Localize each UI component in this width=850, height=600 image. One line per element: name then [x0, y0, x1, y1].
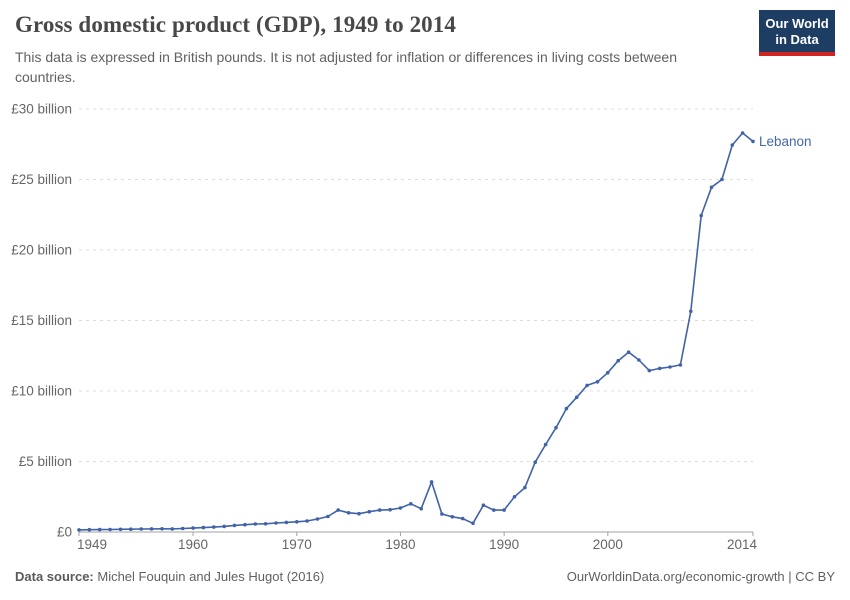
data-point-1978[interactable] — [377, 508, 382, 512]
y-axis-label: £0 — [57, 525, 72, 540]
data-point-1952[interactable] — [108, 527, 112, 532]
data-point-2001[interactable] — [616, 358, 620, 363]
data-point-1994[interactable] — [543, 442, 548, 447]
data-point-1993[interactable] — [533, 460, 537, 465]
data-point-2003[interactable] — [637, 358, 641, 362]
x-axis-label: 1949 — [77, 537, 107, 552]
y-axis-label: £10 billion — [11, 384, 72, 399]
data-point-2013[interactable] — [740, 131, 745, 135]
x-axis-label: 1960 — [178, 537, 208, 552]
data-point-2005[interactable] — [657, 366, 662, 371]
data-point-1988[interactable] — [481, 503, 486, 508]
data-point-2011[interactable] — [720, 177, 724, 182]
data-point-1971[interactable] — [305, 519, 309, 523]
data-point-2012[interactable] — [730, 143, 735, 147]
data-point-1996[interactable] — [564, 406, 569, 411]
data-point-1962[interactable] — [212, 525, 216, 529]
data-point-1980[interactable] — [398, 506, 403, 510]
data-point-1953[interactable] — [118, 527, 123, 532]
data-point-1992[interactable] — [523, 485, 527, 490]
data-point-1954[interactable] — [129, 527, 133, 531]
data-point-1968[interactable] — [274, 521, 278, 525]
data-point-1981[interactable] — [409, 502, 413, 506]
logo-line-1: Our World — [765, 16, 829, 31]
data-point-2014[interactable] — [751, 139, 755, 144]
footer: Data source: Michel Fouquin and Jules Hu… — [15, 569, 835, 584]
data-point-2000[interactable] — [606, 370, 610, 375]
data-point-1965[interactable] — [243, 522, 247, 527]
data-source-label: Data source: — [15, 569, 94, 584]
data-point-1964[interactable] — [232, 523, 237, 528]
data-point-2010[interactable] — [709, 185, 714, 190]
data-point-1984[interactable] — [440, 512, 444, 516]
data-point-1995[interactable] — [554, 425, 558, 430]
data-point-1972[interactable] — [315, 517, 320, 521]
data-point-1955[interactable] — [139, 527, 143, 531]
x-axis-label: 2014 — [727, 537, 758, 552]
data-point-1957[interactable] — [160, 527, 164, 531]
data-point-1963[interactable] — [222, 524, 226, 529]
data-point-1950[interactable] — [87, 527, 92, 532]
data-point-1973[interactable] — [326, 514, 330, 519]
data-point-1976[interactable] — [357, 511, 361, 516]
data-point-1987[interactable] — [471, 521, 475, 526]
data-point-1977[interactable] — [367, 509, 372, 514]
data-point-1970[interactable] — [295, 520, 299, 524]
data-point-1983[interactable] — [429, 480, 434, 484]
y-axis-label: £30 billion — [11, 102, 72, 117]
page-title: Gross domestic product (GDP), 1949 to 20… — [15, 12, 456, 37]
data-point-2006[interactable] — [668, 365, 672, 369]
data-point-2008[interactable] — [689, 309, 693, 314]
data-point-1967[interactable] — [263, 522, 268, 526]
x-axis-label: 1980 — [385, 537, 415, 552]
y-axis-label: £5 billion — [19, 454, 72, 469]
gdp-line — [78, 132, 754, 531]
data-point-1982[interactable] — [419, 506, 424, 511]
data-point-1949[interactable] — [77, 528, 81, 532]
data-point-1986[interactable] — [460, 516, 465, 521]
data-point-1997[interactable] — [574, 395, 579, 400]
x-axis-label: 2000 — [593, 537, 623, 552]
data-point-1991[interactable] — [512, 495, 517, 499]
data-point-1999[interactable] — [595, 380, 600, 384]
header: Gross domestic product (GDP), 1949 to 20… — [15, 12, 755, 88]
chart-subtitle: This data is expressed in British pounds… — [15, 49, 677, 85]
data-point-1960[interactable] — [191, 526, 195, 530]
data-point-1966[interactable] — [253, 522, 258, 526]
logo-line-2: in Data — [775, 31, 819, 47]
data-point-1998[interactable] — [585, 383, 589, 388]
owid-url-link[interactable]: OurWorldinData.org/economic-growth | CC … — [566, 569, 835, 584]
data-point-1961[interactable] — [201, 525, 206, 530]
y-axis-label: £15 billion — [11, 313, 72, 328]
data-point-2002[interactable] — [626, 350, 631, 354]
gdp-line-chart: £0 £5 billion £10 billion £15 billion £20 bi… — [11, 102, 812, 553]
data-point-1989[interactable] — [492, 508, 496, 512]
x-axis-label: 1990 — [489, 537, 519, 552]
data-source-text: Michel Fouquin and Jules Hugot (2016) — [93, 569, 325, 584]
data-point-1985[interactable] — [450, 515, 455, 519]
data-point-1956[interactable] — [149, 527, 154, 531]
data-point-1969[interactable] — [284, 520, 289, 525]
data-point-1990[interactable] — [502, 508, 506, 512]
data-point-1951[interactable] — [97, 527, 102, 532]
data-source: Data source: Michel Fouquin and Jules Hu… — [15, 569, 324, 584]
x-axis-label: 1970 — [282, 537, 312, 552]
owid-logo[interactable]: Our World in Data — [759, 10, 835, 57]
y-axis-label: £25 billion — [11, 172, 72, 187]
data-point-2004[interactable] — [647, 368, 652, 373]
y-axis-label: £20 billion — [11, 243, 72, 258]
data-point-1958[interactable] — [170, 527, 175, 531]
data-point-1975[interactable] — [346, 511, 351, 515]
series-label-lebanon[interactable]: Lebanon — [759, 134, 812, 149]
data-point-1959[interactable] — [180, 526, 185, 531]
data-point-2007[interactable] — [678, 363, 683, 367]
data-point-2009[interactable] — [699, 213, 703, 218]
data-point-1979[interactable] — [388, 507, 392, 512]
data-point-1974[interactable] — [336, 508, 341, 512]
